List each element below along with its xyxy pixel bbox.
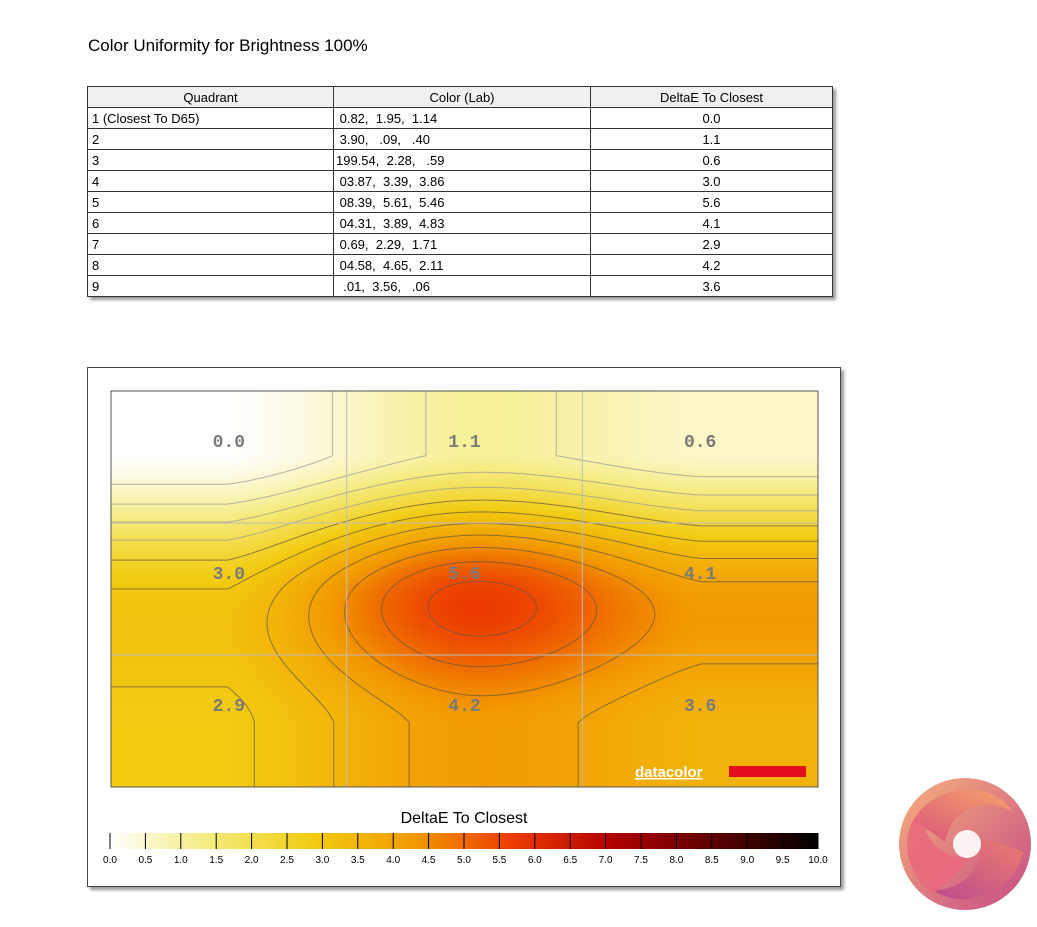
colorbar-tick-label: 8.5 (705, 855, 719, 866)
table-row: 7 0.69, 2.29, 1.71 2.9 (87, 233, 833, 255)
colorbar-tick-label: 8.0 (669, 855, 683, 866)
quadrant-value-label: 1.1 (448, 433, 481, 453)
colorbar-tick-label: 4.0 (386, 855, 400, 866)
contour-line (111, 391, 334, 485)
table-row: 3 199.54, 2.28, .59 0.6 (87, 149, 833, 171)
colorbar-tick-label: 2.0 (245, 855, 259, 866)
deltae-cell: 4.1 (590, 212, 833, 234)
quadrant-cell: 3 (87, 149, 334, 171)
deltae-cell: 5.6 (590, 191, 833, 213)
lab-cell: 04.58, 4.65, 2.11 (333, 254, 591, 276)
quadrant-value-label: 3.0 (213, 565, 245, 585)
quadrant-value-label: 0.6 (684, 433, 716, 453)
colorbar-tick-label: 1.5 (209, 855, 223, 866)
contour-line (111, 486, 818, 541)
column-header-deltae: DeltaE To Closest (590, 86, 833, 108)
quadrant-cell: 8 (87, 254, 334, 276)
contour-line (344, 547, 656, 697)
quadrant-value-label: 5.6 (448, 565, 480, 585)
quadrant-cell: 2 (87, 128, 334, 150)
site-logo (899, 778, 1031, 910)
colorbar-tick-label: 3.5 (351, 855, 365, 866)
colorbar-tick-label: 9.5 (776, 855, 790, 866)
colorbar-tick-label: 3.0 (315, 855, 329, 866)
quadrant-cell: 7 (87, 233, 334, 255)
colorbar-tick-label: 9.0 (740, 855, 754, 866)
colorbar-tick-label: 6.5 (563, 855, 577, 866)
lab-cell: 3.90, .09, .40 (333, 128, 591, 150)
deltae-cell: 2.9 (590, 233, 833, 255)
contour-line (111, 391, 818, 505)
contour-line (111, 471, 818, 523)
quadrant-cell: 5 (87, 191, 334, 213)
datacolor-watermark: datacolor (635, 764, 806, 781)
colorbar-tick-label: 0.0 (103, 855, 117, 866)
uniformity-heatmap: 0.0 1.1 0.6 3.0 5.6 4.1 2.9 4.2 3.6 datacolor De… (103, 390, 828, 866)
colorbar-tick-label: 5.0 (457, 855, 471, 866)
quadrant-cell: 4 (87, 170, 334, 192)
quadrant-value-labels: 0.0 1.1 0.6 3.0 5.6 4.1 2.9 4.2 3.6 (213, 433, 717, 717)
heatmap-surface (111, 391, 818, 787)
page-title: Color Uniformity for Brightness 100% (88, 36, 368, 55)
contour-lines (111, 391, 818, 787)
table-row: 4 03.87, 3.39, 3.86 3.0 (87, 170, 833, 192)
deltae-cell: 4.2 (590, 254, 833, 276)
deltae-cell: 3.0 (590, 170, 833, 192)
colorbar-tick-label: 7.0 (599, 855, 613, 866)
heatmap-frame (110, 390, 819, 788)
quadrant-cell: 9 (87, 275, 334, 297)
quadrant-value-label: 4.2 (448, 697, 480, 717)
quadrant-value-label: 2.9 (213, 697, 245, 717)
deltae-cell: 3.6 (590, 275, 833, 297)
watermark-text: datacolor (635, 764, 703, 781)
contour-line (308, 534, 818, 787)
quadrant-cell: 1 (Closest To D65) (87, 107, 334, 129)
quadrant-value-label: 3.6 (684, 697, 716, 717)
heatmap-plot-area: 0.0 1.1 0.6 3.0 5.6 4.1 2.9 4.2 3.6 (111, 391, 818, 787)
colorbar-tick-label: 6.0 (528, 855, 542, 866)
quadrant-cell: 6 (87, 212, 334, 234)
colorbar-tick-label: 10.0 (808, 855, 828, 866)
table-row: 8 04.58, 4.65, 2.11 4.2 (87, 254, 833, 276)
uniformity-table: Quadrant Color (Lab) DeltaE To Closest 1… (87, 86, 833, 297)
quadrant-value-label: 4.1 (684, 565, 717, 585)
colorbar-tick-label: 2.5 (280, 855, 294, 866)
lab-cell: 04.31, 3.89, 4.83 (333, 212, 591, 234)
lab-cell: 0.69, 2.29, 1.71 (333, 233, 591, 255)
colorbar-tick-label: 1.0 (174, 855, 188, 866)
colorbar-tick-label: 5.5 (492, 855, 506, 866)
uniformity-heatmap-panel: 0.0 1.1 0.6 3.0 5.6 4.1 2.9 4.2 3.6 datacolor De… (87, 367, 841, 887)
column-header-quadrant: Quadrant (87, 86, 334, 108)
colorbar-tick-label: 0.5 (138, 855, 152, 866)
lab-cell: .01, 3.56, .06 (333, 275, 591, 297)
colorbar-title: DeltaE To Closest (401, 810, 528, 827)
table-row: 6 04.31, 3.89, 4.83 4.1 (87, 212, 833, 234)
deltae-cell: 0.6 (590, 149, 833, 171)
deltae-cell: 0.0 (590, 107, 833, 129)
quadrant-gridlines (111, 391, 818, 787)
column-header-color-lab: Color (Lab) (333, 86, 591, 108)
lab-cell: 199.54, 2.28, .59 (333, 149, 591, 171)
lab-cell: 0.82, 1.95, 1.14 (333, 107, 591, 129)
table-row: 5 08.39, 5.61, 5.46 5.6 (87, 191, 833, 213)
contour-line (381, 561, 598, 668)
contour-line (266, 522, 818, 787)
lab-cell: 08.39, 5.61, 5.46 (333, 191, 591, 213)
quadrant-value-label: 0.0 (213, 433, 245, 453)
colorbar-ticks: 0.0 0.5 1.0 1.5 2.0 2.5 3.0 3.5 4.0 4.5 5.0 5.5 6.0 6… (103, 833, 828, 866)
table-header-row: Quadrant Color (Lab) DeltaE To Closest (87, 86, 833, 108)
deltae-cell: 1.1 (590, 128, 833, 150)
colorbar-tick-label: 4.5 (422, 855, 436, 866)
colorbar-tick-label: 7.5 (634, 855, 648, 866)
table-row: 2 3.90, .09, .40 1.1 (87, 128, 833, 150)
contour-line (427, 580, 538, 637)
lab-cell: 03.87, 3.39, 3.86 (333, 170, 591, 192)
table-row: 9 .01, 3.56, .06 3.6 (87, 275, 833, 297)
table-row: 1 (Closest To D65) 0.82, 1.95, 1.14 0.0 (87, 107, 833, 129)
